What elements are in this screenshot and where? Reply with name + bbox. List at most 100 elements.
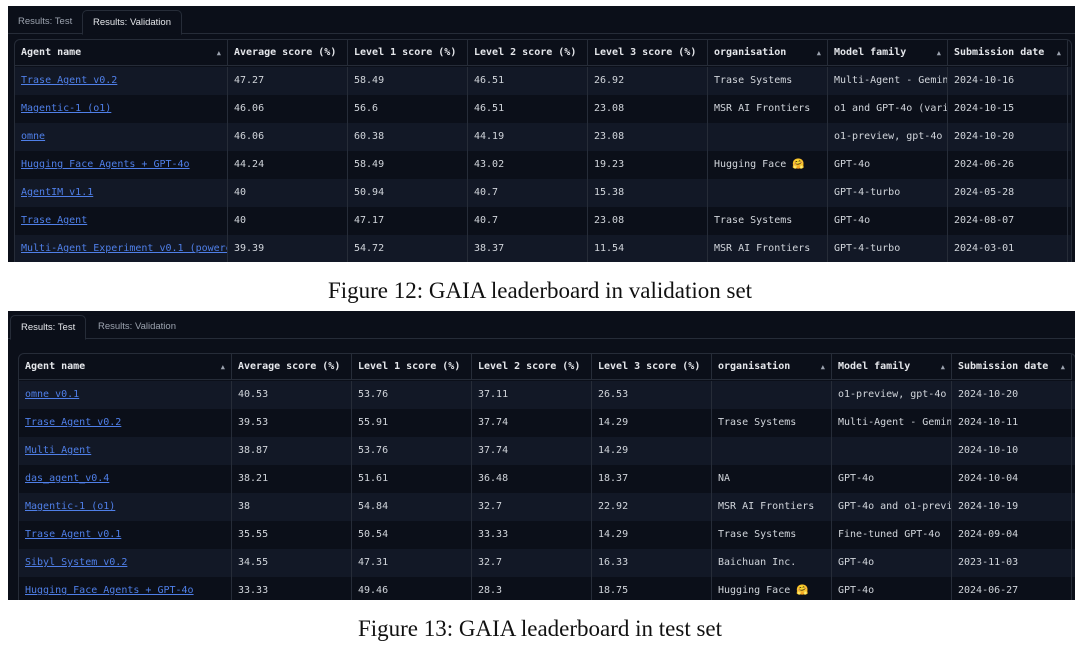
column-label: Level 3 score (%) <box>598 361 701 372</box>
table-cell: 19.23 <box>588 151 708 179</box>
tab-bar: Results: Test Results: Validation <box>8 6 1075 35</box>
table-cell: 2024-10-11 <box>952 409 1072 437</box>
column-header[interactable]: Level 2 score (%) <box>468 40 588 66</box>
agent-link[interactable]: Hugging Face Agents + GPT-4o <box>21 159 190 170</box>
column-header[interactable]: Level 1 score (%) <box>352 354 472 380</box>
agent-link[interactable]: Trase Agent v0.2 <box>25 417 122 428</box>
sort-arrow-icon[interactable]: ▲ <box>820 363 825 371</box>
table-cell: 44.19 <box>468 123 588 151</box>
table-cell: 38 <box>232 493 352 521</box>
column-header[interactable]: Level 1 score (%) <box>348 40 468 66</box>
table-cell: Sibyl System v0.2 <box>19 549 232 577</box>
agent-link[interactable]: Magentic-1 (o1) <box>25 501 116 512</box>
table-cell: 54.72 <box>348 235 468 262</box>
agent-link[interactable]: omne v0.1 <box>25 389 80 400</box>
table-cell: 14.29 <box>592 521 712 549</box>
table-cell: 40 <box>228 207 348 235</box>
table-cell: MSR AI Frontiers <box>708 235 828 262</box>
column-header[interactable]: Model family ▲ <box>828 40 948 66</box>
validation-leaderboard-panel: Results: Test Results: Validation Agent na… <box>8 6 1075 262</box>
agent-link[interactable]: Trase Agent v0.2 <box>21 75 118 86</box>
column-header[interactable]: Agent name ▲ <box>19 354 232 380</box>
column-header[interactable]: Level 3 score (%) <box>592 354 712 380</box>
table-row: omne 46.06 60.38 44.19 23.08 o1-preview, gpt-… <box>15 123 1071 151</box>
table-row: Hugging Face Agents + GPT-4o 44.24 58.49 43… <box>15 151 1071 179</box>
table-cell: 2024-06-27 <box>952 577 1072 600</box>
table-row: AgentIM v1.1 40 50.94 40.7 15.38 GPT-4-turbo 2… <box>15 179 1071 207</box>
table-row: omne v0.1 40.53 53.76 37.11 26.53 o1-preview,… <box>19 381 1075 409</box>
table-cell: GPT-4o <box>832 577 952 600</box>
table-cell: 2023-11-03 <box>952 549 1072 577</box>
column-label: Submission date <box>954 47 1045 58</box>
agent-link[interactable]: Trase Agent <box>21 215 88 226</box>
agent-link[interactable]: Magentic-1 (o1) <box>21 103 112 114</box>
table-cell: Trase Systems <box>712 409 832 437</box>
table-cell: Hugging Face 🤗 <box>712 577 832 600</box>
table-cell <box>712 381 832 409</box>
table-cell: Baichuan Inc. <box>712 549 832 577</box>
table-cell: 56.6 <box>348 95 468 123</box>
test-leaderboard-panel: Results: Test Results: Validation Agent na… <box>8 311 1075 600</box>
column-header[interactable]: Level 3 score (%) <box>588 40 708 66</box>
table-cell: o1-preview, gpt-4o <box>832 381 952 409</box>
column-header[interactable]: Average score (%) <box>228 40 348 66</box>
table-cell: 46.06 <box>228 95 348 123</box>
table-cell: 2024-03-01 <box>948 235 1068 262</box>
table-cell: 2024-06-26 <box>948 151 1068 179</box>
agent-link[interactable]: Multi Agent <box>25 445 92 456</box>
column-header[interactable]: organisation ▲ <box>708 40 828 66</box>
sort-arrow-icon[interactable]: ▲ <box>216 49 221 57</box>
sort-arrow-icon[interactable]: ▲ <box>936 49 941 57</box>
table-cell: 23.08 <box>588 123 708 151</box>
table-row: Magentic-1 (o1) 38 54.84 32.7 22.92 MSR AI Fr… <box>19 493 1075 521</box>
agent-link[interactable]: Hugging Face Agents + GPT-4o <box>25 585 194 596</box>
table-cell: 26.53 <box>592 381 712 409</box>
table-cell: 40 <box>228 179 348 207</box>
table-cell: 46.51 <box>468 95 588 123</box>
column-header[interactable]: Agent name ▲ <box>15 40 228 66</box>
tab-results-test[interactable]: Results: Test <box>10 315 87 340</box>
table-cell: omne <box>15 123 228 151</box>
table-cell: MSR AI Frontiers <box>712 493 832 521</box>
column-header[interactable]: Level 2 score (%) <box>472 354 592 380</box>
table-cell: GPT-4-turbo <box>828 235 948 262</box>
column-header[interactable]: Submission date ▲ <box>948 40 1068 66</box>
agent-link[interactable]: Multi-Agent Experiment v0.1 (powered <box>21 243 228 254</box>
sort-arrow-icon[interactable]: ▲ <box>1056 49 1061 57</box>
table-cell: 55.91 <box>352 409 472 437</box>
table-cell: Trase Agent v0.2 <box>19 409 232 437</box>
table-cell: Trase Agent <box>15 207 228 235</box>
table-cell: 44.24 <box>228 151 348 179</box>
agent-link[interactable]: das_agent_v0.4 <box>25 473 110 484</box>
table-cell: 54.84 <box>352 493 472 521</box>
tab-results-validation[interactable]: Results: Validation <box>82 10 182 35</box>
table-cell: 58.49 <box>348 151 468 179</box>
table-cell: 35.55 <box>232 521 352 549</box>
sort-arrow-icon[interactable]: ▲ <box>220 363 225 371</box>
agent-link[interactable]: Trase Agent v0.1 <box>25 529 122 540</box>
tab-results-validation[interactable]: Results: Validation <box>98 321 176 332</box>
sort-arrow-icon[interactable]: ▲ <box>816 49 821 57</box>
table-cell: 43.02 <box>468 151 588 179</box>
agent-link[interactable]: AgentIM v1.1 <box>21 187 94 198</box>
table-cell: 47.31 <box>352 549 472 577</box>
tab-results-test[interactable]: Results: Test <box>18 16 73 27</box>
table-cell: GPT-4o <box>832 549 952 577</box>
table-cell: 2024-10-15 <box>948 95 1068 123</box>
table-cell: 23.08 <box>588 95 708 123</box>
table-cell: GPT-4o and o1-preview <box>832 493 952 521</box>
agent-link[interactable]: Sibyl System v0.2 <box>25 557 128 568</box>
column-header[interactable]: organisation ▲ <box>712 354 832 380</box>
column-header[interactable]: Model family ▲ <box>832 354 952 380</box>
column-header[interactable]: Submission date ▲ <box>952 354 1072 380</box>
table-row: Trase Agent v0.1 35.55 50.54 33.33 14.29 Tras… <box>19 521 1075 549</box>
table-cell: Trase Systems <box>708 67 828 95</box>
sort-arrow-icon[interactable]: ▲ <box>1060 363 1065 371</box>
table-cell: Trase Systems <box>708 207 828 235</box>
table-row: Trase Agent v0.2 39.53 55.91 37.74 14.29 Tras… <box>19 409 1075 437</box>
sort-arrow-icon[interactable]: ▲ <box>940 363 945 371</box>
column-header[interactable]: Average score (%) <box>232 354 352 380</box>
table-cell: 2024-10-20 <box>948 123 1068 151</box>
table-cell: 40.7 <box>468 179 588 207</box>
agent-link[interactable]: omne <box>21 131 46 142</box>
